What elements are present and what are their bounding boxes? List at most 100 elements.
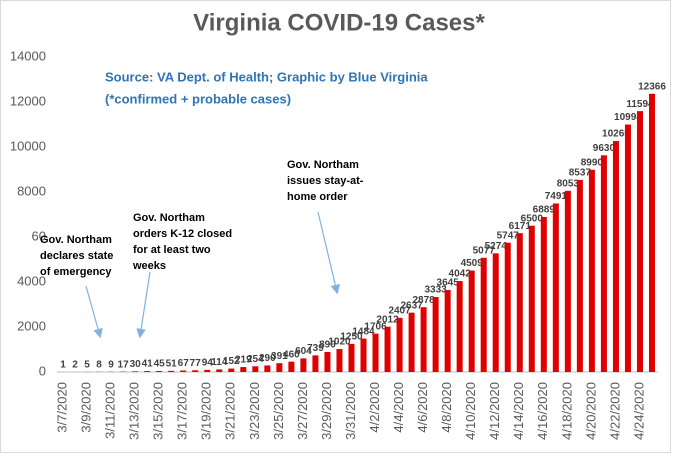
bar [156, 370, 163, 372]
value-label: 2012 [376, 314, 399, 325]
value-label: 152 [223, 356, 240, 367]
value-label: 2878 [412, 295, 435, 306]
bar [324, 351, 331, 372]
bar [432, 297, 439, 372]
value-label: 5274 [485, 241, 508, 252]
bar [276, 363, 283, 372]
annotation: (*confirmed + probable cases) [105, 91, 291, 106]
arrow [317, 211, 341, 295]
x-tick-label: 3/29/2020 [319, 382, 334, 440]
value-label: 460 [283, 349, 300, 360]
bar [216, 369, 223, 372]
bar [192, 370, 199, 372]
value-label: 114 [211, 357, 228, 368]
bar [648, 93, 655, 372]
y-tick-label: 12000 [10, 93, 46, 108]
value-label: 2407 [388, 305, 411, 316]
value-label: 7491 [545, 191, 568, 202]
x-tick-label: 4/24/2020 [631, 382, 646, 440]
value-label: 391 [271, 351, 288, 362]
value-label: 5077 [473, 245, 496, 256]
bar [588, 169, 595, 372]
bar [372, 333, 379, 372]
y-tick-label: 0 [39, 363, 46, 378]
y-tick-label: 14000 [10, 48, 46, 63]
bar [300, 358, 307, 372]
bar [348, 343, 355, 372]
bar [336, 349, 343, 372]
annotation: orders K-12 closed [133, 228, 232, 240]
bar [228, 368, 235, 372]
y-tick-label: 4000 [17, 273, 46, 288]
bar [444, 289, 451, 372]
x-tick-label: 3/13/2020 [127, 382, 142, 440]
value-label: 890 [319, 340, 336, 351]
arrow [85, 285, 103, 339]
value-label: 30 [130, 359, 142, 370]
x-tick-label: 4/16/2020 [535, 382, 550, 440]
value-label: 604 [295, 346, 312, 357]
annotation: weeks [132, 260, 166, 272]
value-label: 1484 [352, 326, 375, 337]
value-label: 51 [166, 358, 178, 369]
bar [264, 365, 271, 372]
x-tick-label: 3/11/2020 [103, 382, 118, 439]
x-tick-label: 4/10/2020 [463, 382, 478, 440]
annotation: Source: VA Dept. of Health; Graphic by B… [105, 69, 428, 84]
value-label: 41 [142, 359, 154, 370]
value-label: 3333 [425, 285, 448, 296]
annotation: of emergency [40, 266, 112, 278]
bar [180, 370, 187, 372]
y-tick-label: 10000 [10, 138, 46, 153]
value-label: 10265 [602, 129, 630, 140]
x-tick-label: 3/15/2020 [151, 382, 166, 440]
value-label: 8990 [581, 157, 604, 168]
bar [516, 233, 523, 372]
value-label: 45 [154, 359, 166, 370]
bar [612, 141, 619, 372]
bar [408, 312, 415, 372]
annotation: Gov. Northam [287, 159, 359, 171]
bar [312, 355, 319, 372]
bar [132, 371, 139, 372]
arrow [136, 271, 151, 339]
annotation-arrows [85, 211, 341, 339]
bar [600, 155, 607, 372]
value-label: 12366 [638, 81, 666, 92]
bar [384, 326, 391, 372]
value-label: 3645 [437, 278, 460, 289]
annotation: issues stay-at- [287, 175, 364, 187]
annotation: Gov. Northam [133, 212, 205, 224]
bar [480, 257, 487, 372]
value-label: 2637 [400, 300, 423, 311]
value-label: 1706 [364, 321, 387, 332]
x-tick-label: 4/20/2020 [583, 382, 598, 440]
x-tick-label: 3/27/2020 [295, 382, 310, 440]
bar [360, 338, 367, 372]
value-label: 67 [178, 358, 190, 369]
bar [624, 124, 631, 372]
y-tick-label: 8000 [17, 183, 46, 198]
value-label: 1020 [328, 337, 351, 348]
chart-title: Virginia COVID-19 Cases* [193, 9, 485, 36]
y-tick-label: 60 [32, 228, 46, 243]
bar [468, 270, 475, 372]
value-label: 8053 [557, 178, 580, 189]
value-label: 254 [247, 354, 264, 365]
x-tick-label: 3/31/2020 [343, 382, 358, 440]
x-tick-label: 4/2/2020 [367, 382, 382, 433]
bar [288, 361, 295, 372]
bar [240, 367, 247, 372]
bar [528, 225, 535, 372]
value-label: 5747 [497, 230, 520, 241]
x-tick-label: 3/21/2020 [223, 382, 238, 440]
value-label: 4509 [461, 258, 484, 269]
x-tick-label: 3/19/2020 [199, 382, 214, 440]
value-label: 10998 [614, 112, 642, 123]
value-label: 2 [72, 360, 78, 371]
value-label: 94 [202, 358, 214, 369]
x-tick-label: 4/22/2020 [607, 382, 622, 440]
value-label: 219 [235, 355, 252, 366]
bar [204, 369, 211, 372]
bar [144, 371, 151, 372]
